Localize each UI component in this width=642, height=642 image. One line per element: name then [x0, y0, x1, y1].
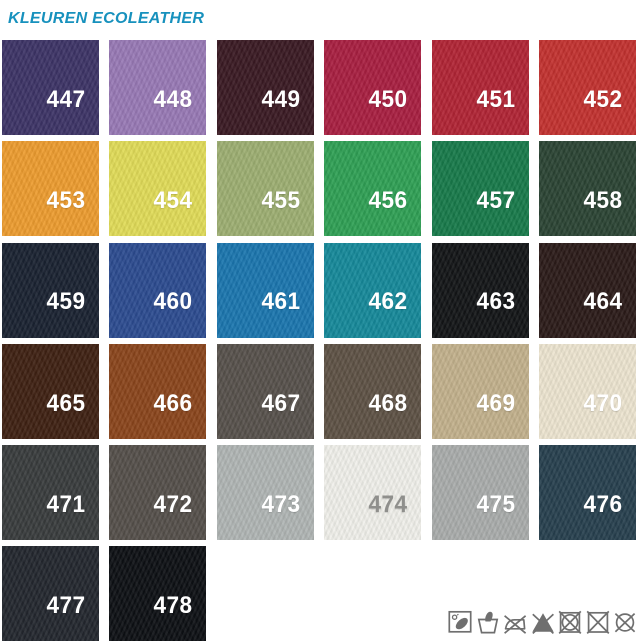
color-swatch-449: 449 [216, 40, 314, 135]
swatch-number: 465 [46, 389, 86, 417]
swatch-number: 477 [46, 592, 86, 620]
color-swatch-469: 469 [431, 343, 529, 439]
swatch-number: 459 [46, 288, 86, 316]
color-swatch-473: 473 [216, 445, 314, 541]
color-swatch-474: 474 [324, 445, 422, 541]
color-swatch-478: 478 [109, 546, 207, 642]
color-swatch-462: 462 [324, 242, 422, 338]
color-swatch-476: 476 [538, 445, 636, 541]
swatch-number: 450 [368, 85, 408, 113]
swatch-number: 468 [368, 389, 408, 417]
swatch-number: 461 [261, 288, 301, 316]
swatch-number: 454 [153, 187, 193, 215]
swatch-number: 473 [261, 491, 301, 519]
color-swatch-448: 448 [109, 40, 207, 135]
color-swatch-457: 457 [431, 141, 529, 237]
color-swatch-468: 468 [324, 343, 422, 439]
color-swatch-459: 459 [2, 242, 99, 338]
hand-wash-icon [477, 611, 498, 634]
color-swatch-454: 454 [109, 141, 207, 237]
swatch-number: 472 [153, 491, 193, 519]
wipe-clean-icon [448, 610, 472, 633]
swatch-number: 476 [583, 491, 623, 519]
swatch-number: 460 [153, 288, 193, 316]
color-swatch-463: 463 [431, 242, 529, 338]
swatch-number: 478 [153, 592, 193, 620]
color-swatch-452: 452 [538, 40, 636, 135]
color-swatch-475: 475 [431, 445, 529, 541]
swatch-grid: 447 448 449 450 451 452 453 454 455 456 457 458 459 4… [2, 40, 636, 642]
swatch-number: 447 [46, 85, 86, 113]
color-swatch-465: 465 [2, 343, 99, 439]
color-swatch-470: 470 [538, 343, 636, 439]
swatch-number: 449 [261, 85, 301, 113]
color-swatch-461: 461 [216, 242, 314, 338]
color-swatch-455: 455 [216, 141, 314, 237]
do-not-bleach-icon [531, 613, 554, 634]
care-icons [448, 609, 637, 634]
color-swatch-456: 456 [324, 141, 422, 237]
swatch-number: 451 [476, 85, 516, 113]
color-swatch-472: 472 [109, 445, 207, 541]
color-swatch-471: 471 [2, 445, 99, 541]
color-swatch-467: 467 [216, 343, 314, 439]
swatch-number: 469 [476, 389, 516, 417]
do-not-dry-clean-icon [614, 612, 636, 633]
do-not-tumble-dry-icon [558, 610, 582, 634]
do-not-dry-icon [586, 610, 609, 634]
color-swatch-453: 453 [2, 141, 99, 237]
swatch-number: 452 [583, 85, 623, 113]
swatch-number: 474 [368, 491, 408, 519]
color-swatch-464: 464 [538, 242, 636, 338]
color-swatch-460: 460 [109, 242, 207, 338]
swatch-number: 456 [368, 187, 408, 215]
swatch-number: 457 [476, 187, 516, 215]
swatch-number: 470 [583, 389, 623, 417]
color-swatch-451: 451 [431, 40, 529, 135]
do-not-iron-icon [504, 615, 527, 634]
swatch-number: 471 [46, 491, 86, 519]
swatch-number: 463 [476, 288, 516, 316]
color-swatch-458: 458 [538, 141, 636, 237]
color-swatch-466: 466 [109, 343, 207, 439]
swatch-number: 462 [368, 288, 408, 316]
swatch-number: 458 [583, 187, 623, 215]
swatch-number: 464 [583, 288, 623, 316]
swatch-number: 453 [46, 187, 86, 215]
swatch-number: 475 [476, 491, 516, 519]
color-swatch-477: 477 [2, 546, 99, 642]
swatch-number: 448 [153, 85, 193, 113]
color-swatch-447: 447 [2, 40, 99, 135]
page-title: KLEUREN ECOLEATHER [8, 10, 205, 27]
swatch-number: 466 [153, 389, 193, 417]
swatch-number: 467 [261, 389, 301, 417]
swatch-number: 455 [261, 187, 301, 215]
color-swatch-450: 450 [324, 40, 422, 135]
